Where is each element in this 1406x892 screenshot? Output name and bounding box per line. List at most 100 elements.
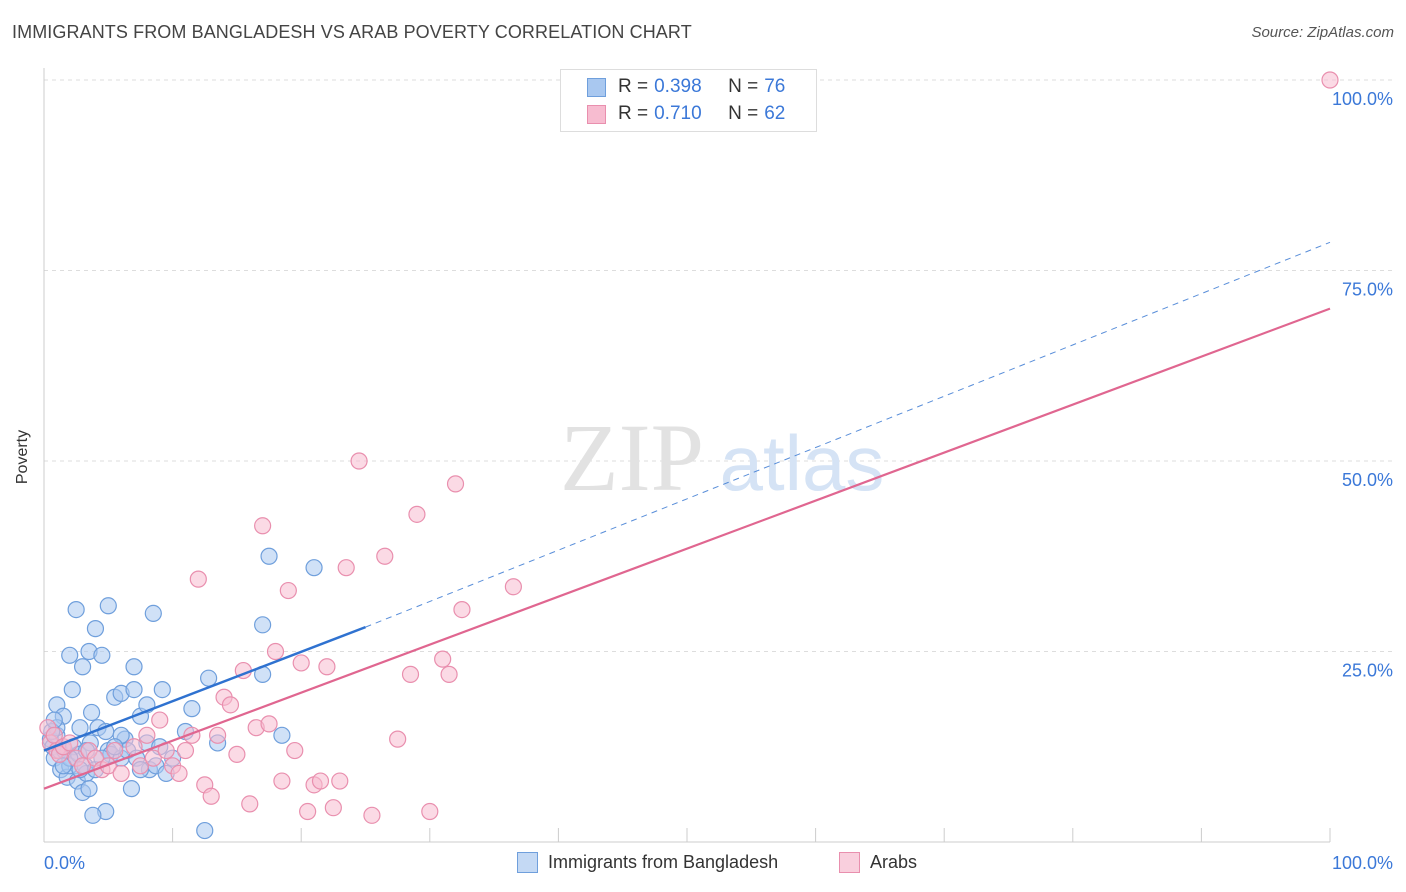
watermark-zip: ZIP bbox=[560, 404, 704, 511]
data-point-arabs bbox=[228, 745, 246, 763]
data-point-arabs bbox=[408, 505, 426, 523]
trend-line-arabs bbox=[43, 307, 1331, 790]
data-point-arabs bbox=[138, 726, 156, 744]
data-point-arabs bbox=[453, 600, 471, 619]
r-value: 0.398 bbox=[654, 76, 702, 97]
data-point-arabs bbox=[131, 757, 150, 775]
n-label: N = bbox=[728, 76, 759, 97]
y-tick-label: 50.0% bbox=[1342, 470, 1393, 490]
data-point-bangladesh bbox=[305, 559, 323, 577]
data-point-arabs bbox=[279, 581, 297, 600]
legend-swatch-blue bbox=[587, 77, 606, 97]
data-point-arabs bbox=[176, 741, 195, 760]
x-tick-label-start: 0.0% bbox=[44, 853, 85, 873]
watermark: ZIP atlas bbox=[560, 404, 884, 511]
data-point-arabs bbox=[318, 658, 336, 676]
legend-item-arabs[interactable]: Arabs bbox=[839, 852, 917, 873]
data-point-arabs bbox=[202, 787, 220, 805]
trend-lines bbox=[43, 241, 1331, 790]
tick-labels: 100.0% 75.0% 50.0% 25.0% 0.0% 100.0% bbox=[44, 89, 1393, 873]
watermark-atlas: atlas bbox=[720, 419, 885, 507]
data-point-arabs bbox=[389, 730, 407, 748]
data-point-bangladesh bbox=[84, 806, 102, 824]
data-point-arabs bbox=[446, 475, 465, 493]
data-point-arabs bbox=[337, 559, 355, 577]
data-point-bangladesh bbox=[61, 646, 79, 664]
legend-swatch-pink bbox=[587, 104, 606, 124]
data-point-arabs bbox=[350, 452, 368, 470]
grid bbox=[44, 79, 1395, 652]
series-arabs bbox=[39, 71, 1339, 824]
data-point-arabs bbox=[112, 764, 130, 783]
data-point-arabs bbox=[324, 799, 342, 817]
data-point-bangladesh bbox=[200, 669, 218, 687]
data-point-bangladesh bbox=[82, 703, 101, 722]
data-point-bangladesh bbox=[273, 726, 291, 744]
data-point-arabs bbox=[170, 764, 188, 783]
data-point-bangladesh bbox=[196, 821, 214, 840]
y-tick-label: 25.0% bbox=[1342, 661, 1393, 681]
data-point-bangladesh bbox=[63, 680, 81, 699]
legend-item-bangladesh[interactable]: Immigrants from Bangladesh bbox=[517, 852, 778, 873]
data-point-bangladesh bbox=[73, 658, 92, 676]
data-point-bangladesh bbox=[254, 616, 272, 634]
data-point-arabs bbox=[254, 517, 272, 535]
legend-label-arabs: Arabs bbox=[870, 852, 918, 872]
data-point-arabs bbox=[209, 726, 227, 744]
data-point-bangladesh bbox=[67, 600, 85, 619]
data-point-arabs bbox=[299, 802, 317, 821]
data-point-arabs bbox=[151, 711, 169, 729]
data-point-bangladesh bbox=[80, 780, 98, 798]
data-point-arabs bbox=[440, 665, 458, 683]
n-label: N = bbox=[728, 103, 759, 124]
data-point-arabs bbox=[311, 772, 330, 790]
legend-swatch-blue bbox=[517, 852, 538, 873]
correlation-legend: R = 0.398 N = 76 R = 0.710 N = 62 bbox=[560, 69, 817, 132]
data-point-arabs bbox=[434, 650, 452, 668]
data-point-bangladesh bbox=[260, 547, 278, 565]
data-point-arabs bbox=[106, 741, 124, 760]
data-point-bangladesh bbox=[144, 604, 162, 623]
data-point-bangladesh bbox=[125, 680, 143, 699]
n-value: 62 bbox=[764, 103, 786, 124]
data-point-bangladesh bbox=[183, 700, 201, 718]
data-point-arabs bbox=[1321, 71, 1339, 89]
x-tick-label-end: 100.0% bbox=[1332, 853, 1393, 873]
series-legend: Immigrants from Bangladesh Arabs bbox=[0, 852, 1406, 878]
data-point-bangladesh bbox=[93, 646, 111, 664]
data-point-bangladesh bbox=[99, 597, 117, 615]
data-point-arabs bbox=[260, 715, 278, 733]
trend-extension-bangladesh bbox=[365, 241, 1331, 628]
axes bbox=[43, 68, 1331, 843]
data-point-arabs bbox=[292, 654, 310, 672]
y-tick-label: 75.0% bbox=[1342, 280, 1393, 300]
legend-label-bangladesh: Immigrants from Bangladesh bbox=[548, 852, 779, 872]
trend-line-bangladesh bbox=[43, 625, 366, 752]
data-point-arabs bbox=[221, 696, 240, 714]
data-point-arabs bbox=[421, 802, 439, 821]
source-label: Source: ZipAtlas.com bbox=[1251, 24, 1394, 41]
data-point-arabs bbox=[266, 642, 285, 661]
r-label: R = bbox=[618, 103, 649, 124]
data-point-arabs bbox=[376, 547, 394, 565]
data-point-arabs bbox=[241, 795, 259, 813]
data-point-arabs bbox=[273, 772, 291, 790]
data-point-bangladesh bbox=[122, 780, 141, 798]
r-value: 0.710 bbox=[654, 103, 702, 124]
data-point-bangladesh bbox=[86, 620, 105, 638]
y-tick-label: 100.0% bbox=[1332, 89, 1393, 109]
data-point-arabs bbox=[504, 578, 522, 596]
data-point-bangladesh bbox=[125, 658, 143, 676]
data-point-arabs bbox=[189, 570, 207, 588]
data-point-arabs bbox=[363, 806, 381, 824]
data-point-arabs bbox=[401, 665, 420, 683]
legend-row-arabs: R = 0.710 N = 62 bbox=[587, 101, 785, 127]
chart-title: IMMIGRANTS FROM BANGLADESH VS ARAB POVER… bbox=[12, 22, 692, 42]
data-point-bangladesh bbox=[153, 680, 171, 699]
legend-row-bangladesh: R = 0.398 N = 76 bbox=[587, 74, 785, 100]
r-label: R = bbox=[618, 76, 649, 97]
n-value: 76 bbox=[764, 76, 786, 97]
data-point-arabs bbox=[286, 741, 304, 760]
data-point-arabs bbox=[331, 772, 349, 790]
